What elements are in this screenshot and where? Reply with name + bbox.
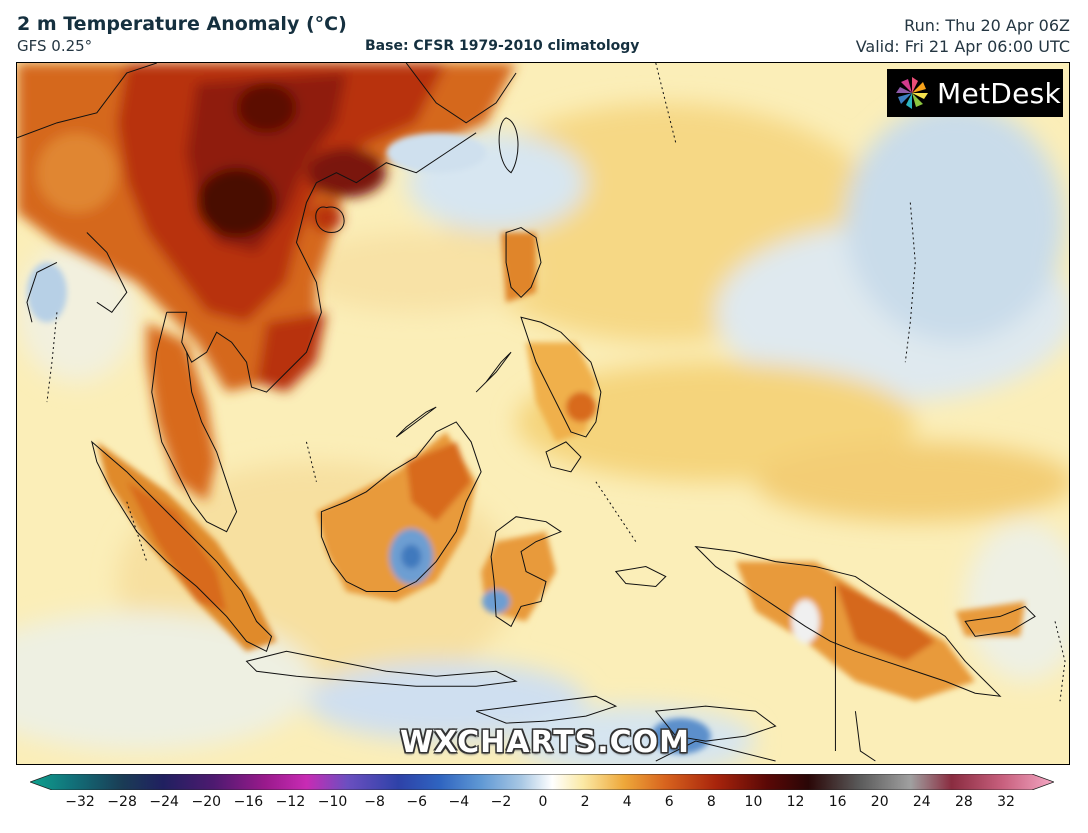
colorbar-tick-label: −6 — [406, 794, 428, 810]
wxcharts-watermark: WXCHARTS.COM — [399, 725, 691, 760]
colorbar-tick-label: −10 — [317, 794, 348, 810]
colorbar-tick-label: 10 — [744, 794, 763, 810]
colorbar-tick-label: 24 — [912, 794, 931, 810]
metdesk-pinwheel-icon — [896, 77, 928, 109]
temperature-anomaly-map: MetDesk WXCHARTS.COM — [16, 62, 1070, 765]
colorbar-tick-label: 4 — [622, 794, 632, 810]
colorbar-ticks: −32 −28 −24 −20 −16 −12 −10 −8 −6 −4 −2 0 2 4 6 8 10 12 16… — [0, 794, 1088, 818]
model-label: GFS 0.25° — [17, 37, 93, 55]
colorbar-tick-label: 20 — [870, 794, 889, 810]
colorbar-tick-label: −20 — [191, 794, 222, 810]
colorbar-tick-label: 0 — [538, 794, 548, 810]
colorbar-tick-label: 6 — [664, 794, 674, 810]
colorbar-tick-label: 2 — [580, 794, 590, 810]
coastlines — [17, 63, 1036, 762]
colorbar-tick-label: −32 — [65, 794, 95, 810]
colorbar-tick-label: −2 — [490, 794, 512, 810]
colorbar-tick-label: 28 — [954, 794, 973, 810]
colorbar-tick-label: −4 — [448, 794, 470, 810]
anomaly-field-broad — [17, 102, 1069, 764]
colorbar-tick-label: 32 — [997, 794, 1015, 810]
valid-time-label: Valid: Fri 21 Apr 06:00 UTC — [855, 37, 1070, 56]
metdesk-logo-text: MetDesk — [937, 76, 1062, 110]
chart-title: 2 m Temperature Anomaly (°C) — [17, 13, 347, 35]
colorbar-tick-label: −12 — [275, 794, 306, 810]
colorbar — [30, 774, 1054, 790]
colorbar-scale — [30, 774, 1054, 790]
colorbar-tick-label: 16 — [828, 794, 847, 810]
metdesk-logo: MetDesk — [887, 69, 1063, 117]
climatology-base-label: Base: CFSR 1979-2010 climatology — [365, 38, 640, 54]
colorbar-tick-label: −24 — [149, 794, 179, 810]
colorbar-tick-label: 8 — [706, 794, 716, 810]
anomaly-field-islands — [26, 132, 1026, 755]
map-canvas — [17, 63, 1069, 764]
colorbar-tick-label: −28 — [107, 794, 137, 810]
colorbar-tick-label: −8 — [364, 794, 385, 810]
colorbar-tick-label: −16 — [233, 794, 264, 810]
small-islands — [46, 63, 1066, 702]
colorbar-tick-label: 12 — [786, 794, 805, 810]
run-time-label: Run: Thu 20 Apr 06Z — [904, 16, 1070, 35]
